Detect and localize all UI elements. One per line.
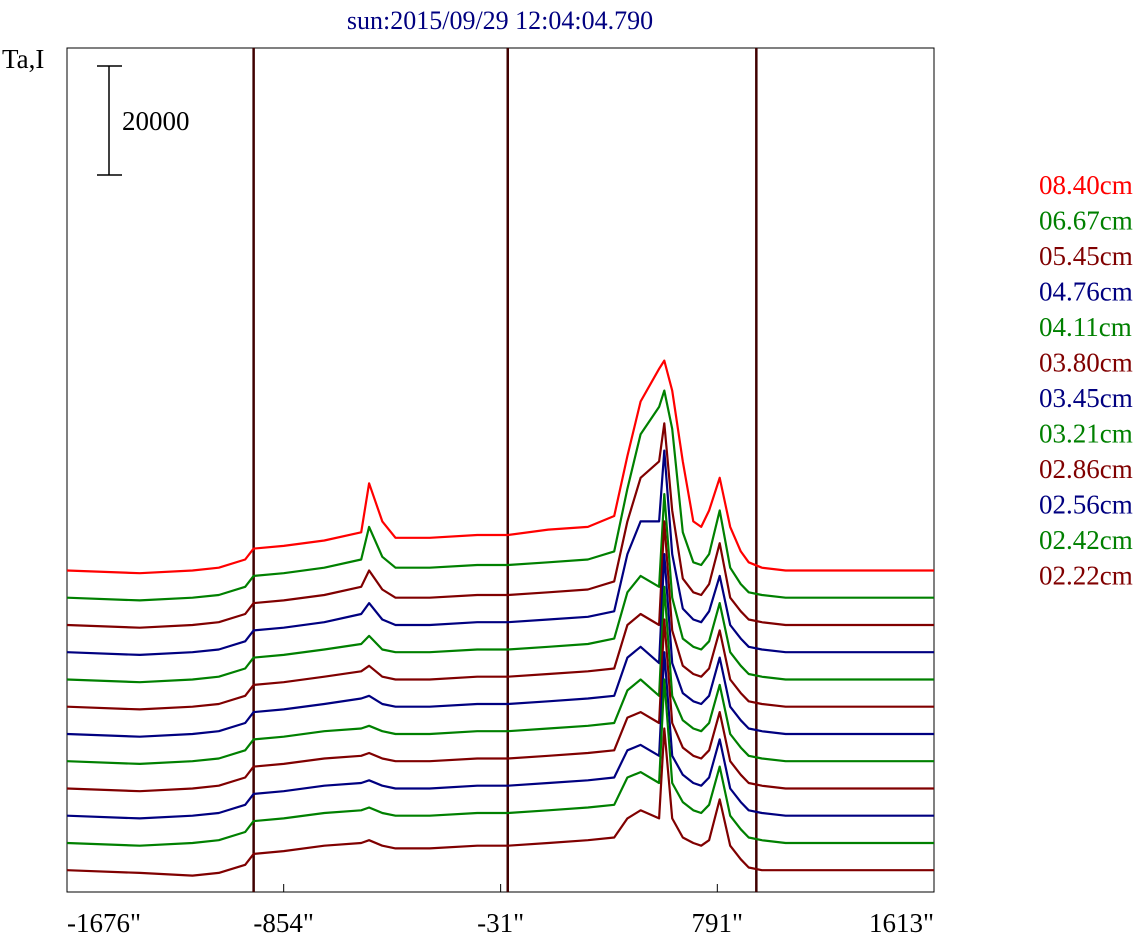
- legend-entry-7: 03.21cm: [1039, 419, 1133, 449]
- legend-entry-9: 02.56cm: [1039, 490, 1133, 520]
- legend: 08.40cm 06.67cm 05.45cm 04.76cm 04.11cm 03.80…: [1039, 170, 1133, 591]
- series-line-7: [66, 585, 934, 766]
- series-line-11: [66, 727, 934, 877]
- series-line-1: [66, 389, 934, 602]
- legend-entry-4: 04.11cm: [1039, 312, 1132, 342]
- vertical-markers: [252, 48, 758, 892]
- scale-bar-label: 20000: [122, 106, 190, 136]
- legend-entry-8: 02.86cm: [1039, 454, 1133, 484]
- x-tick-label-0: -1676": [67, 908, 141, 938]
- legend-entry-3: 04.76cm: [1039, 277, 1133, 307]
- legend-entry-10: 02.42cm: [1039, 525, 1133, 555]
- series-line-2: [66, 422, 934, 629]
- legend-entry-6: 03.45cm: [1039, 383, 1133, 413]
- series-line-4: [66, 493, 934, 684]
- legend-entry-1: 06.67cm: [1039, 206, 1133, 236]
- chart-title: sun:2015/09/29 12:04:04.790: [347, 6, 653, 35]
- legend-entry-5: 03.80cm: [1039, 348, 1133, 378]
- scale-bar: 20000: [97, 65, 190, 176]
- legend-entry-2: 05.45cm: [1039, 241, 1133, 271]
- x-tick-label-1: -854": [253, 908, 314, 938]
- series-line-3: [66, 449, 934, 657]
- plot-frame: [66, 47, 935, 893]
- legend-entry-0: 08.40cm: [1039, 170, 1133, 200]
- x-tick-label-4: 1613": [869, 908, 934, 938]
- x-tick-label-3: 791": [692, 908, 744, 938]
- series-line-6: [66, 552, 934, 738]
- series-line-10: [66, 678, 934, 847]
- legend-entry-11: 02.22cm: [1039, 561, 1133, 591]
- series-line-5: [66, 520, 934, 711]
- series-lines: [66, 359, 934, 877]
- y-axis-label: Ta,I: [2, 44, 44, 74]
- series-line-8: [66, 618, 934, 793]
- series-line-0: [66, 359, 934, 575]
- x-tick-label-2: -31": [477, 908, 524, 938]
- x-axis-ticks: -1676" -854" -31" 791" 1613": [66, 884, 935, 938]
- series-line-9: [66, 651, 934, 820]
